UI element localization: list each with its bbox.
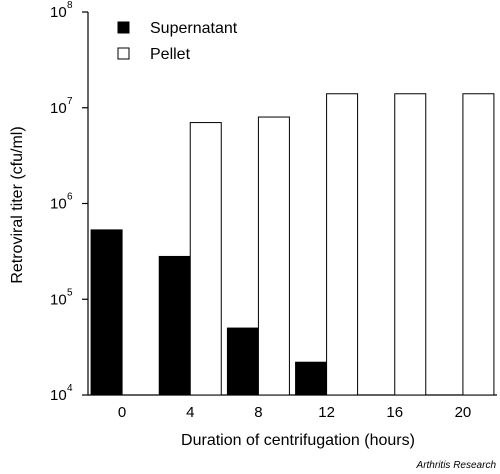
legend-label-pellet: Pellet [150,46,191,63]
y-tick-label: 10 [50,100,67,117]
y-tick-exponent: 7 [67,96,73,107]
y-tick-exponent: 8 [67,0,73,11]
bar-pellet-16 [394,93,427,396]
y-axis-label: Retroviral titer (cfu/ml) [9,126,26,283]
x-tick-label: 16 [386,404,403,421]
bars [90,93,495,396]
legend-swatch-supernatant [117,21,130,34]
y-tick-label: 10 [50,196,67,213]
bar-pellet-4 [189,122,222,396]
legend-label-supernatant: Supernatant [150,20,238,37]
credit-text: Arthritis Research [416,460,497,471]
legend-swatch-pellet [117,47,130,60]
bar-pellet-12 [326,93,359,396]
x-axis-label: Duration of centrifugation (hours) [181,432,415,449]
x-tick-label: 0 [118,404,126,421]
bar-pellet-20 [462,93,495,396]
x-tick-label: 20 [455,404,472,421]
legend: Supernatant Pellet [117,20,238,63]
y-tick-label: 10 [50,387,67,404]
x-tick-label: 4 [186,404,194,421]
y-tick-exponent: 6 [67,192,73,203]
y-tick-label: 10 [50,291,67,308]
bar-supernatant-12 [295,361,328,396]
x-axis: 0 4 8 12 16 20 [88,394,497,421]
x-tick-label: 8 [254,404,262,421]
y-tick-label: 10 [50,4,67,21]
bar-supernatant-8 [226,327,259,396]
bar-supernatant-0 [90,229,123,396]
y-tick-exponent: 4 [67,383,73,394]
x-tick-label: 12 [318,404,335,421]
bar-supernatant-4 [158,255,191,396]
bar-pellet-8 [257,116,290,396]
y-tick-exponent: 5 [67,287,73,298]
